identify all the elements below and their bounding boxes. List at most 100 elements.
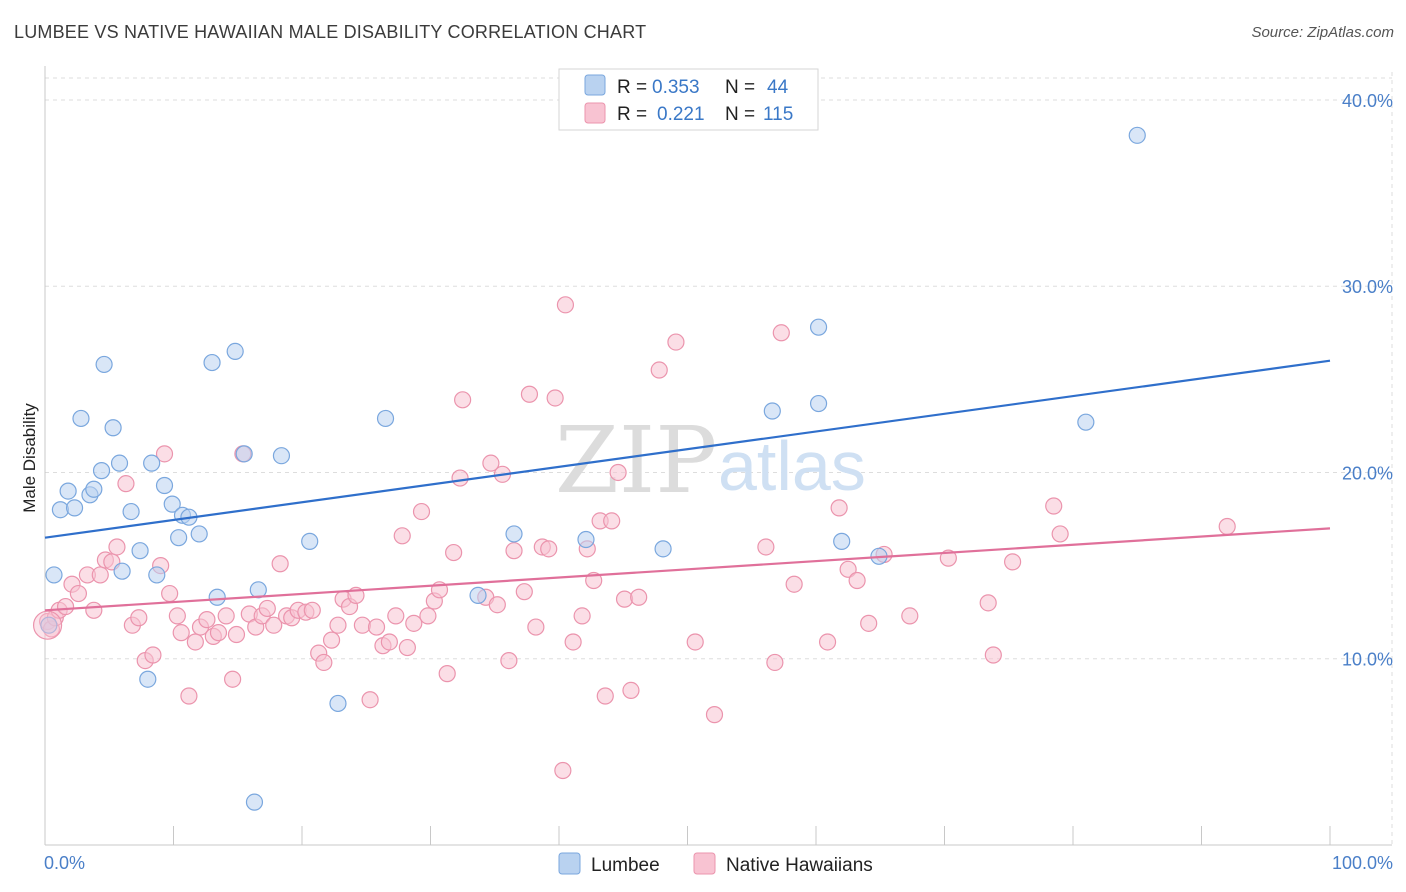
- bottom-legend-swatch-lumbee: [558, 852, 581, 875]
- data-point-hawaiian: [217, 607, 235, 625]
- data-point-hawaiian: [271, 555, 289, 573]
- data-point-lumbee: [376, 409, 395, 428]
- data-point-lumbee: [1077, 413, 1095, 431]
- legend-box: R = 0.353 N = 44 R = 0.221 N = 115: [558, 68, 819, 131]
- data-point-hawaiian: [573, 607, 591, 625]
- data-point-hawaiian: [757, 538, 775, 556]
- data-point-lumbee: [190, 525, 208, 543]
- data-point-hawaiian: [488, 596, 506, 614]
- data-point-hawaiian: [398, 638, 416, 657]
- source-credit: Source: ZipAtlas.com: [1251, 24, 1394, 41]
- data-point-hawaiian: [91, 566, 109, 584]
- trend-lines: [44, 359, 1331, 612]
- data-point-hawaiian: [387, 607, 405, 625]
- legend-r-value: 0.353: [652, 77, 700, 98]
- data-point-hawaiian: [1004, 553, 1022, 571]
- y-tick-label: 20.0%: [1342, 463, 1393, 483]
- data-point-lumbee: [208, 588, 226, 606]
- data-point-lumbee: [104, 419, 122, 437]
- data-point-lumbee: [131, 542, 149, 560]
- data-point-lumbee: [170, 529, 188, 547]
- data-point-hawaiian: [505, 542, 523, 560]
- trend-line-lumbee: [44, 359, 1331, 539]
- data-point-hawaiian: [265, 616, 283, 634]
- data-point-hawaiian: [939, 549, 957, 567]
- data-point-hawaiian: [412, 502, 431, 521]
- data-point-hawaiian: [172, 624, 190, 642]
- data-point-hawaiian: [419, 607, 437, 625]
- data-point-hawaiian: [705, 706, 724, 724]
- data-point-hawaiian: [32, 610, 63, 640]
- tick-labels: 10.0% 20.0% 30.0% 40.0% 0.0% 100.0%: [44, 91, 1393, 873]
- data-point-hawaiian: [564, 633, 582, 651]
- data-point-hawaiian: [454, 391, 472, 409]
- data-point-hawaiian: [85, 601, 103, 619]
- data-point-hawaiian: [482, 454, 500, 472]
- data-point-hawaiian: [380, 633, 398, 651]
- data-point-hawaiian: [901, 607, 919, 625]
- data-point-hawaiian: [361, 691, 379, 709]
- data-point-hawaiian: [329, 616, 347, 634]
- bottom-legend-hawaiian: Native Hawaiians: [726, 855, 873, 876]
- data-point-hawaiian: [405, 614, 423, 632]
- data-point-lumbee: [226, 342, 244, 360]
- data-point-hawaiian: [209, 624, 228, 642]
- data-point-hawaiian: [766, 653, 784, 672]
- data-point-lumbee: [809, 318, 828, 336]
- data-point-lumbee: [249, 581, 267, 599]
- legend-r-label: R =: [617, 77, 647, 98]
- data-point-lumbee: [139, 670, 157, 688]
- data-point-hawaiian: [69, 584, 88, 603]
- trend-line-hawaiian: [44, 527, 1331, 612]
- data-point-lumbee: [301, 532, 319, 550]
- legend-n-value: 115: [763, 104, 793, 125]
- data-points: [32, 126, 1236, 811]
- data-point-hawaiian: [144, 646, 162, 664]
- data-point-lumbee: [65, 499, 84, 517]
- legend-n-value: 44: [767, 77, 789, 98]
- data-point-lumbee: [654, 540, 672, 558]
- data-point-lumbee: [45, 566, 63, 584]
- data-point-hawaiian: [546, 389, 564, 407]
- data-point-hawaiian: [445, 543, 463, 562]
- data-point-hawaiian: [554, 761, 572, 780]
- data-point-hawaiian: [180, 687, 198, 705]
- data-point-lumbee: [235, 445, 253, 463]
- data-point-hawaiian: [186, 633, 204, 651]
- data-point-hawaiian: [227, 625, 246, 644]
- data-point-hawaiian: [500, 651, 518, 670]
- data-point-lumbee: [577, 530, 595, 549]
- data-point-hawaiian: [596, 687, 614, 705]
- data-point-hawaiian: [839, 560, 857, 578]
- y-tick-label: 30.0%: [1342, 277, 1393, 297]
- data-point-hawaiian: [198, 611, 216, 629]
- data-point-hawaiian: [785, 575, 803, 593]
- data-point-hawaiian: [686, 633, 704, 651]
- data-point-lumbee: [92, 462, 111, 480]
- data-point-lumbee: [122, 502, 140, 521]
- data-point-hawaiian: [848, 571, 866, 590]
- data-point-lumbee: [40, 616, 58, 634]
- legend-n-label: N =: [725, 104, 755, 125]
- data-point-lumbee: [85, 480, 103, 498]
- data-point-lumbee: [95, 355, 113, 374]
- data-point-hawaiian: [117, 475, 135, 493]
- data-point-lumbee: [1128, 126, 1146, 144]
- watermark-zip: ZIP: [555, 407, 717, 514]
- data-point-lumbee: [203, 353, 221, 372]
- data-point-hawaiian: [609, 463, 627, 482]
- x-tick-label: 100.0%: [1332, 853, 1393, 873]
- data-point-hawaiian: [353, 616, 371, 634]
- data-point-lumbee: [163, 495, 181, 513]
- y-axis-label: Male Disability: [20, 403, 39, 513]
- data-point-lumbee: [245, 793, 264, 811]
- data-point-hawaiian: [155, 445, 174, 463]
- data-point-lumbee: [110, 454, 129, 472]
- legend-r-value: 0.221: [657, 104, 705, 125]
- data-point-hawaiian: [108, 538, 126, 556]
- data-point-lumbee: [72, 409, 90, 428]
- watermark-atlas: atlas: [718, 427, 866, 505]
- data-point-hawaiian: [168, 607, 186, 625]
- data-point-hawaiian: [56, 597, 75, 616]
